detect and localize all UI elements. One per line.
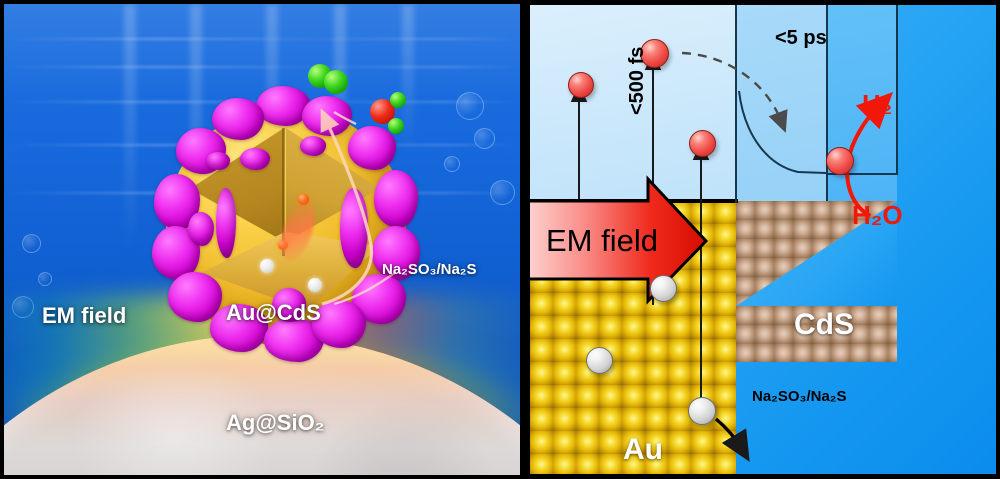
bubble-icon <box>444 156 460 172</box>
cds-shell-blob <box>256 86 310 126</box>
photogenerated-electron <box>260 259 274 273</box>
cds-shell-blob <box>272 288 306 322</box>
hydrogen-atom <box>390 92 406 108</box>
cds-lattice-lower <box>736 306 897 362</box>
hole-sphere <box>688 397 716 425</box>
hole-sphere <box>586 347 613 374</box>
cds-shell-blob <box>374 170 418 228</box>
bubble-icon <box>490 180 515 205</box>
cds-shell-blob <box>168 272 222 322</box>
hot-electron-sphere <box>568 72 594 98</box>
hydrogen-atom <box>324 70 348 94</box>
au-cds-label: Au@CdS <box>226 300 321 325</box>
right-sacrificial-agent-label: Na₂SO₃/Na₂S <box>752 388 847 405</box>
water-label: H₂O <box>852 200 903 230</box>
cds-shell-blob <box>340 188 368 268</box>
cds-shell-blob <box>188 212 214 246</box>
photogenerated-electron <box>308 278 322 292</box>
cds-shell-blob <box>212 98 264 140</box>
left-sacrificial-agent-label: Na₂SO₃/Na₂S <box>382 261 477 278</box>
bubble-icon <box>456 92 484 120</box>
light-ray-icon <box>402 4 414 154</box>
cds-region-label: CdS <box>794 308 854 341</box>
hole-sphere <box>650 275 677 302</box>
right-em-field-label: EM field <box>546 223 658 258</box>
left-em-field-label: EM field <box>42 303 127 328</box>
left-illustration-panel: EM field Au@CdS Na₂SO₃/Na₂S Ag@SiO₂ <box>4 4 520 475</box>
cds-shell-blob <box>302 96 352 136</box>
right-band-diagram-panel: EM field <5 ps <500 fs H₂ H₂O Na₂SO₃/Na₂… <box>530 5 996 474</box>
photogenerated-hole <box>298 194 309 205</box>
cds-shell-blob <box>210 304 268 352</box>
hydrogen-label: H₂ <box>862 89 893 119</box>
transferred-electron-sphere <box>826 147 854 175</box>
hot-electron-sphere <box>689 130 716 157</box>
electron-transfer-time-label: <5 ps <box>775 27 827 49</box>
cds-shell-blob <box>312 300 366 348</box>
ag-sio2-label: Ag@SiO₂ <box>226 410 325 435</box>
bubble-icon <box>22 234 41 253</box>
hydrogen-atom <box>388 118 404 134</box>
water-caustic <box>4 66 520 68</box>
solution-boundary-line <box>896 5 898 175</box>
bubble-icon <box>474 128 495 149</box>
au-region-label: Au <box>623 433 663 466</box>
au-fermi-level-line <box>530 199 738 203</box>
cds-shell-blob <box>206 152 230 170</box>
cds-shell-blob <box>372 226 420 280</box>
au-cds-interface-line <box>735 5 737 203</box>
light-ray-icon <box>124 4 136 254</box>
tetrahedron-edge <box>282 128 285 256</box>
cds-shell-blob <box>216 188 236 258</box>
hot-electron-time-label: <500 fs <box>626 46 648 115</box>
cds-shell-blob <box>300 136 326 156</box>
cds-solution-interface-line <box>826 5 828 201</box>
water-caustic <box>4 38 520 40</box>
hot-electron-sphere <box>640 39 669 68</box>
cds-shell-blob <box>240 148 270 170</box>
cds-shell-blob <box>348 126 396 170</box>
